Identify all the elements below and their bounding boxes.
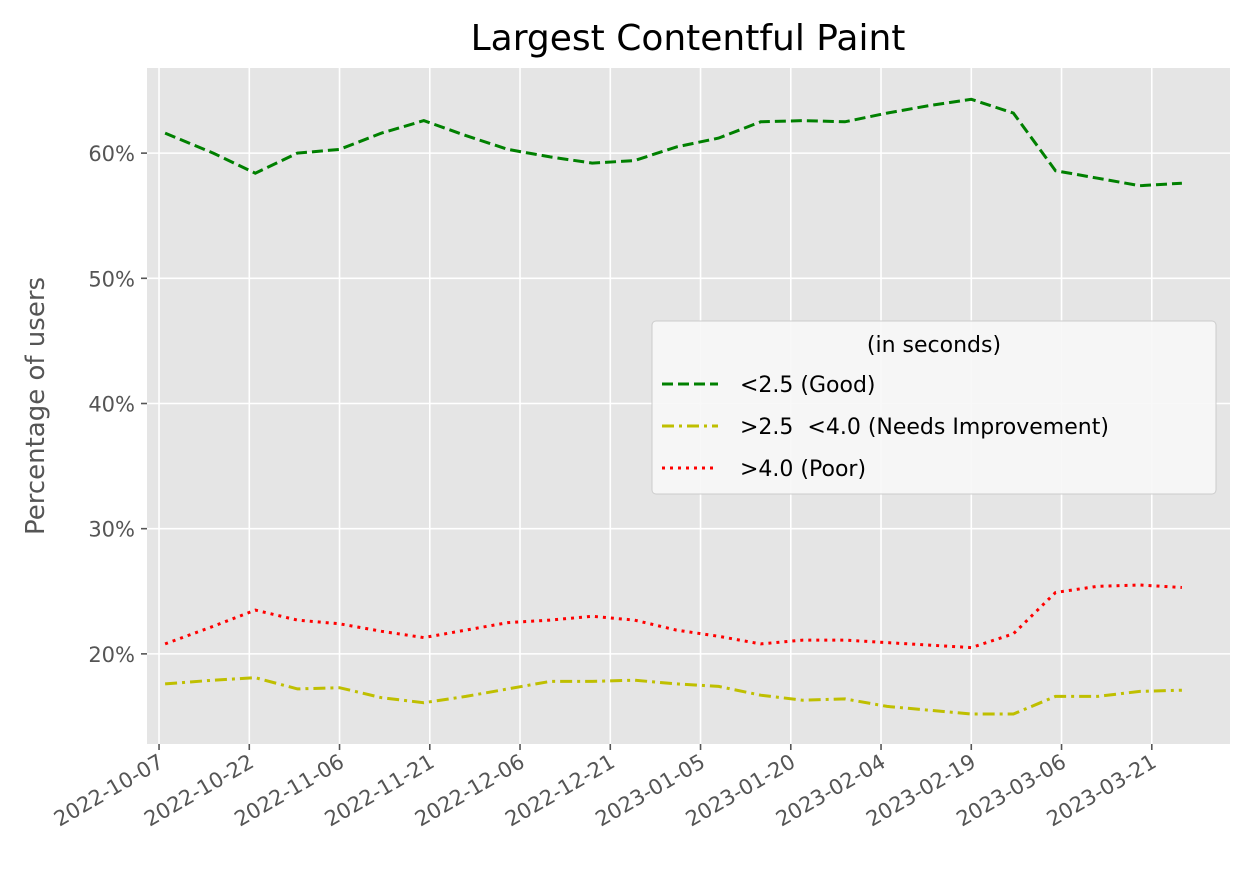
legend-label: >4.0 (Poor) [740,457,866,482]
legend: (in seconds) <2.5 (Good) >2.5 <4.0 (Needs… [651,320,1217,495]
legend-title: (in seconds) [867,333,1001,358]
legend-box [651,320,1217,495]
y-axis-label: Percentage of users [21,277,51,535]
chart-title: Largest Contentful Paint [471,18,906,59]
y-tick-label: 60% [88,142,135,166]
series-layer [164,97,1182,716]
series-line-1 [164,676,1182,716]
series-line-2 [164,583,1182,650]
y-axis: 20% 30% 40% 50% 60% [88,142,147,667]
legend-label: >2.5 <4.0 (Needs Improvement) [740,415,1109,440]
x-axis: 2022-10-072022-10-222022-11-062022-11-21… [50,744,1160,831]
series-line-0 [164,97,1182,188]
y-tick-label: 40% [88,392,135,416]
legend-label: <2.5 (Good) [740,373,876,398]
y-tick-label: 50% [88,267,135,291]
y-tick-label: 30% [88,518,135,542]
y-tick-label: 20% [88,643,135,667]
legend-entries: <2.5 (Good) >2.5 <4.0 (Needs Improvement)… [662,373,1109,482]
